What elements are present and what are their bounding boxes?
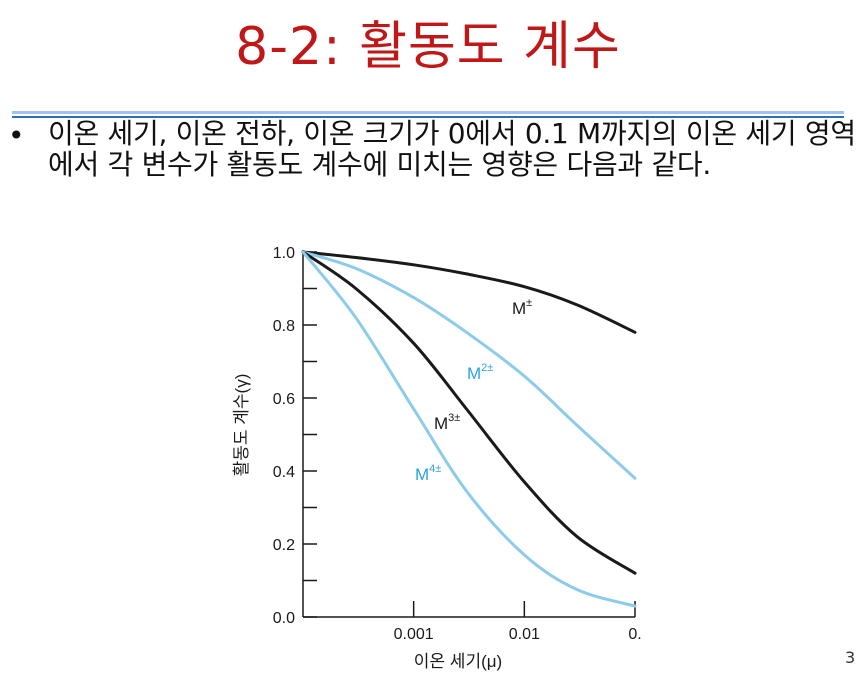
x-tick-label: 0.01 bbox=[509, 626, 540, 643]
y-tick-label: 0.4 bbox=[273, 464, 295, 481]
series-line bbox=[301, 250, 637, 608]
axes bbox=[302, 250, 635, 618]
series-line bbox=[301, 250, 637, 334]
series-label: M3± bbox=[434, 412, 460, 433]
series-line bbox=[301, 250, 637, 575]
title-divider-light bbox=[12, 111, 844, 114]
y-tick-label: 0.8 bbox=[273, 318, 295, 335]
series-lines bbox=[301, 250, 637, 608]
y-tick-label: 0.0 bbox=[273, 610, 295, 627]
x-axis-label: 이온 세기(μ) bbox=[414, 652, 502, 671]
series-label: M2± bbox=[467, 362, 493, 383]
bullet-text: 이온 세기, 이온 전하, 이온 크기가 0에서 0.1 M까지의 이온 세기 … bbox=[48, 117, 856, 181]
series-labels: M± M2± M3± M4± bbox=[415, 297, 532, 484]
y-tick-label: 0.6 bbox=[273, 391, 295, 408]
series-line bbox=[301, 250, 637, 480]
series-label: M± bbox=[512, 297, 532, 318]
bullet-dot: • bbox=[8, 119, 25, 152]
x-tick-label: 0.001 bbox=[394, 626, 434, 643]
page-number: 3 bbox=[845, 648, 856, 667]
series-label: M4± bbox=[415, 463, 441, 484]
y-tick-label: 0.2 bbox=[273, 537, 295, 554]
tick-marks: 1.0 0.8 0.6 0.4 0.2 0.0 0.001 0.01 0. bbox=[273, 245, 642, 643]
y-axis-label: 활동도 계수(γ) bbox=[232, 374, 251, 477]
slide-title: 8-2: 활동도 계수 bbox=[235, 17, 621, 77]
x-tick-label: 0. bbox=[628, 626, 641, 643]
y-tick-label: 1.0 bbox=[273, 245, 295, 262]
activity-coefficient-chart: 1.0 0.8 0.6 0.4 0.2 0.0 0.001 0.01 0. M± M2± M3± M4… bbox=[232, 245, 642, 671]
title-divider-dark bbox=[12, 116, 844, 118]
